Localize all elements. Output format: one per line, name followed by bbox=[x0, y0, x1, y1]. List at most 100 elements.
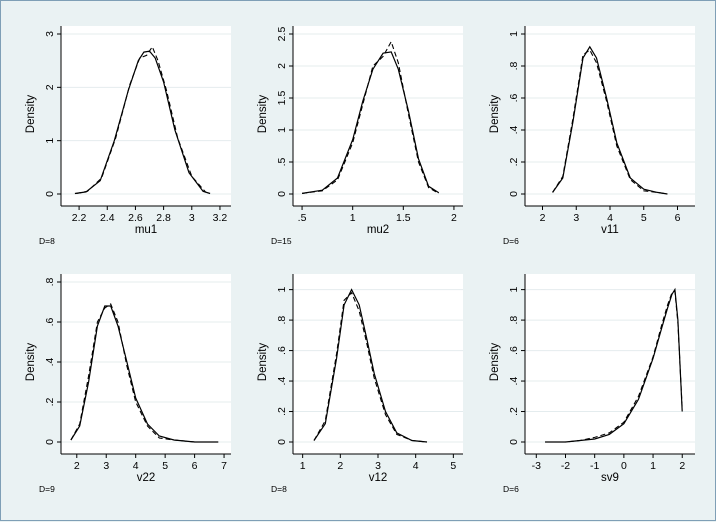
chart-2-xtick-label-0: .5 bbox=[298, 212, 307, 224]
chart-6-xtick-label-4: 1 bbox=[650, 460, 656, 472]
chart-5-series-1-line bbox=[313, 288, 428, 443]
chart-6-series-1-line bbox=[545, 287, 683, 443]
chart-3-xtick-label-1: 3 bbox=[573, 212, 579, 224]
chart-4-xtick-label-2: 4 bbox=[133, 460, 139, 472]
chart-3-ytick-label-1: .2 bbox=[508, 157, 520, 166]
chart-5-xtick-label-2: 3 bbox=[375, 460, 381, 472]
chart-5-xtick-label-4: 5 bbox=[450, 460, 456, 472]
chart-5-x-axis-title: v12 bbox=[369, 472, 388, 484]
chart-6-xtick-label-0: -3 bbox=[532, 460, 541, 472]
chart-4-series-2-line bbox=[70, 303, 219, 443]
chart-4-xtick-label-0: 2 bbox=[74, 460, 80, 472]
chart-6-ytick-label-2: .4 bbox=[508, 377, 520, 386]
chart-1-xtick-label-0: 2.2 bbox=[72, 212, 87, 224]
chart-4-x-axis-title: v22 bbox=[137, 472, 156, 484]
chart-6-xtick-label-3: 0 bbox=[621, 460, 627, 472]
chart-5-ytick-label-3: .6 bbox=[276, 346, 288, 355]
chart-6: 0 .2 .4 .6 .8 1 -3 -2 -1 0 1 2 Density sv9 D=6 bbox=[489, 274, 695, 494]
chart-3-note: D=6 bbox=[503, 236, 519, 246]
chart-1-x-axis-title: mu1 bbox=[135, 224, 157, 236]
chart-5-xtick-label-0: 1 bbox=[300, 460, 306, 472]
chart-6-xtick-label-1: -2 bbox=[561, 460, 570, 472]
chart-2-xtick-label-3: 2 bbox=[451, 212, 457, 224]
chart-3-xtick-label-0: 2 bbox=[540, 212, 546, 224]
chart-1-series-2-line bbox=[76, 45, 207, 195]
chart-2-xtick-label-1: 1 bbox=[350, 212, 356, 224]
chart-5-ytick-label-5: 1 bbox=[276, 287, 288, 293]
chart-6-ytick-label-3: .6 bbox=[508, 346, 520, 355]
chart-4-xtick-label-1: 3 bbox=[103, 460, 109, 472]
chart-4-y-axis-title: Density bbox=[25, 343, 37, 382]
chart-4-ytick-label-1: .2 bbox=[44, 397, 56, 406]
chart-5-xtick-label-3: 4 bbox=[413, 460, 419, 472]
chart-3-ytick-label-3: .6 bbox=[508, 93, 520, 102]
chart-2-y-axis-title: Density bbox=[257, 95, 269, 134]
chart-4-ytick-label-2: .4 bbox=[44, 357, 56, 366]
chart-5-ytick-label-4: .8 bbox=[276, 316, 288, 325]
chart-2: 0 .5 1 1.5 2 2.5 .5 1 1.5 2 Density mu2 D=15 bbox=[257, 26, 463, 246]
chart-5-plot-area bbox=[293, 274, 463, 454]
chart-5-ytick-label-1: .2 bbox=[276, 407, 288, 416]
chart-6-xtick-label-2: -1 bbox=[590, 460, 599, 472]
chart-3-series-2-line bbox=[552, 49, 668, 195]
chart-3-ytick-label-4: .8 bbox=[508, 61, 520, 70]
chart-3-xtick-label-4: 6 bbox=[675, 212, 681, 224]
chart-2-plot-area bbox=[293, 26, 463, 206]
chart-2-ytick-label-2: 1 bbox=[276, 127, 288, 133]
chart-6-ytick-label-0: 0 bbox=[508, 439, 520, 445]
chart-6-ytick-label-1: .2 bbox=[508, 407, 520, 416]
chart-1-xtick-label-5: 3.2 bbox=[213, 212, 228, 224]
chart-6-ytick-label-4: .8 bbox=[508, 316, 520, 325]
chart-3-xtick-label-3: 5 bbox=[641, 212, 647, 224]
chart-4-note: D=9 bbox=[39, 484, 55, 494]
chart-2-ytick-label-5: 2.5 bbox=[276, 27, 288, 42]
chart-2-series-1-line bbox=[302, 51, 440, 194]
chart-1-plot-area bbox=[61, 26, 231, 206]
chart-1-xtick-label-1: 2.4 bbox=[100, 212, 115, 224]
chart-1-xtick-label-4: 3 bbox=[189, 212, 195, 224]
chart-2-note: D=15 bbox=[271, 236, 292, 246]
chart-4-ytick-label-4: .8 bbox=[44, 277, 56, 286]
chart-1-ytick-label-1: 1 bbox=[44, 138, 56, 144]
chart-4-ytick-label-3: .6 bbox=[44, 317, 56, 326]
chart-6-x-axis-title: sv9 bbox=[601, 472, 619, 484]
chart-2-series-2-line bbox=[302, 40, 440, 194]
chart-4-xtick-label-4: 6 bbox=[192, 460, 198, 472]
chart-5: 0 .2 .4 .6 .8 1 1 2 3 4 5 Density v12 D=8 bbox=[257, 274, 463, 494]
chart-6-series-2-line bbox=[545, 290, 683, 443]
chart-1-xtick-label-3: 2.8 bbox=[156, 212, 171, 224]
chart-6-ytick-label-5: 1 bbox=[508, 287, 520, 293]
chart-5-xtick-label-1: 2 bbox=[337, 460, 343, 472]
chart-1-note: D=8 bbox=[39, 236, 55, 246]
chart-3-xtick-label-2: 4 bbox=[607, 212, 613, 224]
chart-2-ytick-label-1: .5 bbox=[276, 157, 288, 166]
chart-2-x-axis-title: mu2 bbox=[367, 224, 389, 236]
chart-5-series-2-line bbox=[313, 291, 428, 443]
chart-2-ytick-label-3: 1.5 bbox=[276, 91, 288, 106]
chart-3-ytick-label-5: 1 bbox=[508, 31, 520, 37]
chart-5-ytick-label-0: 0 bbox=[276, 439, 288, 445]
chart-5-ytick-label-2: .4 bbox=[276, 377, 288, 386]
chart-6-xtick-label-5: 2 bbox=[679, 460, 685, 472]
chart-4-xtick-label-5: 7 bbox=[221, 460, 227, 472]
chart-3-x-axis-title: v11 bbox=[601, 224, 619, 236]
chart-1-xtick-label-2: 2.6 bbox=[128, 212, 143, 224]
chart-5-y-axis-title: Density bbox=[257, 343, 269, 382]
chart-6-plot-area bbox=[525, 274, 695, 454]
chart-3-ytick-label-2: .4 bbox=[508, 125, 520, 134]
chart-3-ytick-label-0: 0 bbox=[508, 191, 520, 197]
chart-5-note: D=8 bbox=[271, 484, 287, 494]
chart-2-ytick-label-0: 0 bbox=[276, 191, 288, 197]
chart-1-ytick-label-2: 2 bbox=[44, 84, 56, 90]
chart-4: 0 .2 .4 .6 .8 2 3 4 5 6 7 Density v22 D=9 bbox=[25, 274, 231, 494]
chart-6-note: D=6 bbox=[503, 484, 519, 494]
chart-1-ytick-label-0: 0 bbox=[44, 191, 56, 197]
chart-1: 0 1 2 3 2.2 2.4 2.6 2.8 3 3.2 Density mu1 D=8 bbox=[25, 26, 231, 246]
chart-2-ytick-label-4: 2 bbox=[276, 63, 288, 69]
chart-4-plot-area bbox=[61, 274, 231, 454]
chart-4-ytick-label-0: 0 bbox=[44, 439, 56, 445]
chart-3-y-axis-title: Density bbox=[489, 95, 501, 134]
chart-4-xtick-label-3: 5 bbox=[162, 460, 168, 472]
